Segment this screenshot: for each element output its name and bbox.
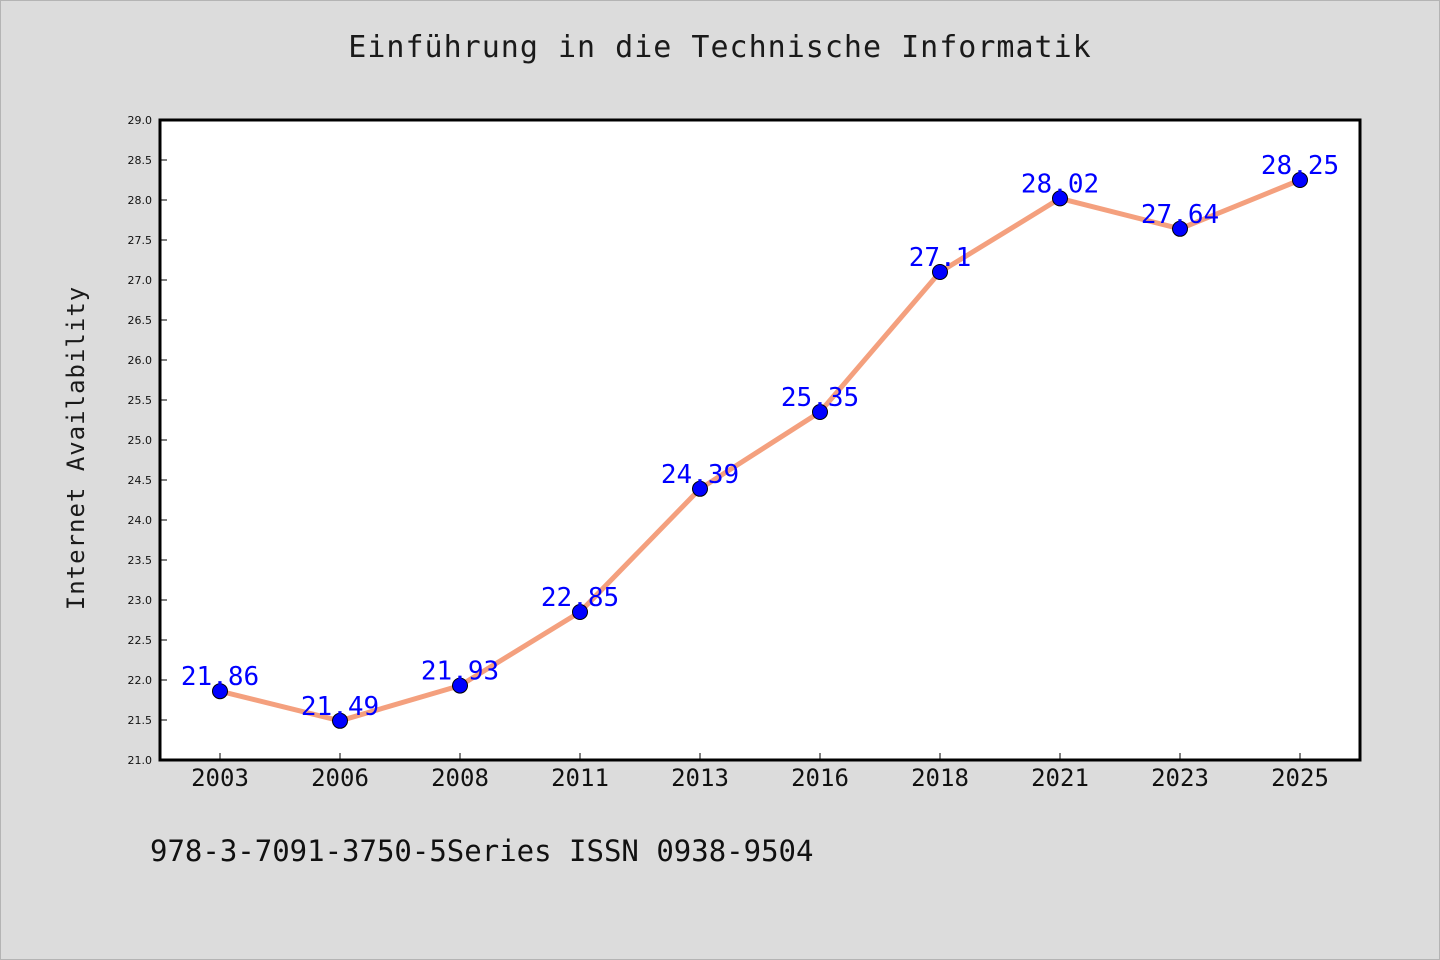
data-label: 21.93	[421, 657, 499, 687]
y-tick-label: 22.0	[128, 674, 153, 687]
y-tick-label: 24.0	[128, 514, 153, 527]
data-point	[932, 264, 948, 280]
data-point	[1052, 190, 1068, 207]
y-tick-label: 23.0	[128, 594, 153, 607]
y-tick-label: 25.0	[128, 434, 153, 447]
x-tick-label: 2025	[1271, 764, 1329, 792]
x-tick-label: 2018	[911, 764, 969, 792]
data-label: 25.35	[781, 383, 859, 413]
data-point	[1292, 172, 1308, 188]
footer-isbn-issn: 978-3-7091-3750-5Series ISSN 0938-9504	[150, 834, 814, 868]
x-tick-label: 2008	[431, 764, 489, 792]
data-label: 27.64	[1141, 200, 1219, 230]
y-tick-label: 28.0	[128, 194, 153, 207]
x-tick-label: 2011	[551, 764, 609, 792]
x-tick-label: 2006	[311, 764, 369, 792]
y-tick-label: 22.5	[128, 634, 153, 647]
y-tick-label: 27.0	[128, 274, 153, 287]
x-tick-label: 2013	[671, 764, 729, 792]
y-tick-label: 26.5	[128, 314, 153, 327]
data-label: 22.85	[541, 583, 619, 613]
data-label: 21.49	[301, 692, 379, 722]
y-tick-label: 23.5	[128, 554, 153, 567]
y-tick-label: 26.0	[128, 354, 153, 367]
data-point	[1172, 220, 1188, 237]
x-tick-label: 2023	[1151, 764, 1209, 792]
series-line	[217, 177, 1303, 724]
data-label: 28.02	[1021, 169, 1099, 199]
data-label: 27.1	[909, 243, 972, 273]
y-tick-label: 21.0	[128, 754, 153, 767]
y-tick-label: 21.5	[128, 714, 153, 727]
plot-area	[158, 118, 1362, 762]
y-tick-label: 28.5	[128, 154, 153, 167]
y-tick-label: 24.5	[128, 474, 153, 487]
x-tick-label: 2021	[1031, 764, 1089, 792]
chart-title: Einführung in die Technische Informatik	[348, 30, 1092, 65]
data-label: 28.25	[1261, 151, 1339, 181]
y-tick-label: 29.0	[128, 114, 153, 127]
data-point	[572, 604, 588, 620]
data-label: 21.86	[181, 662, 259, 692]
x-tick-label: 2016	[791, 764, 849, 792]
y-tick-label: 27.5	[128, 234, 153, 247]
data-point	[452, 677, 468, 694]
data-point	[212, 683, 228, 700]
data-point	[812, 404, 828, 420]
y-tick-label: 25.5	[128, 394, 153, 407]
data-point	[692, 480, 708, 497]
x-tick-label: 2003	[191, 764, 249, 792]
data-point	[332, 712, 348, 729]
data-label: 24.39	[661, 460, 739, 490]
